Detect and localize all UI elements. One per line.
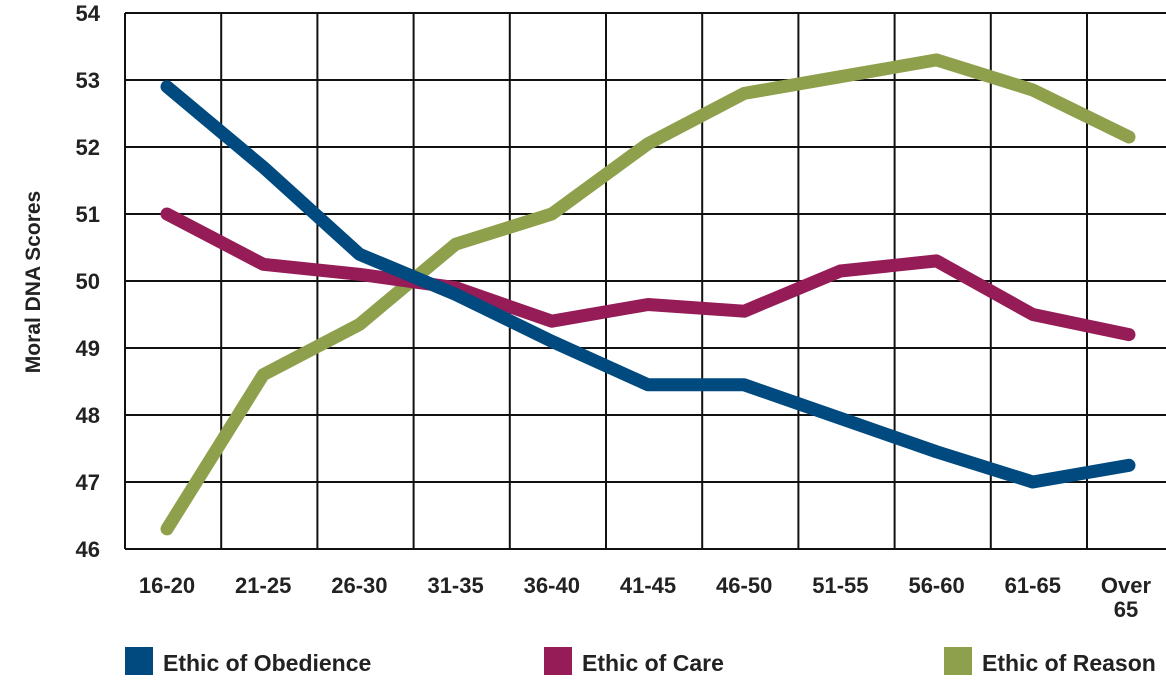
legend: Ethic of Obedience Ethic of Care Ethic of …	[125, 647, 1156, 676]
y-axis-label: Moral DNA Scores	[22, 191, 45, 373]
y-tick-label: 47	[76, 470, 100, 495]
y-tick-label: 52	[76, 135, 100, 160]
y-tick-label: 48	[76, 403, 100, 428]
x-axis-ticks: 16-20 21-25 26-30 31-35 36-40 41-45 46-50 51-55…	[139, 573, 1152, 622]
y-tick-label: 46	[76, 537, 100, 562]
legend-swatch	[125, 647, 153, 675]
legend-label: Ethic of Care	[582, 650, 724, 676]
y-tick-label: 50	[76, 269, 100, 294]
x-tick-label: 36-40	[524, 573, 580, 598]
y-tick-label: 54	[76, 1, 101, 26]
y-tick-label: 51	[76, 202, 100, 227]
x-tick-label: 46-50	[716, 573, 772, 598]
x-tick-label: 31-35	[427, 573, 483, 598]
x-tick-label: 26-30	[331, 573, 387, 598]
series-line-1	[160, 207, 1136, 342]
x-tick-label: 61-65	[1005, 573, 1061, 598]
legend-label: Ethic of Reason	[982, 650, 1156, 676]
legend-label: Ethic of Obedience	[163, 650, 371, 676]
series-line-0	[160, 80, 1136, 489]
x-tick-label: 56-60	[908, 573, 964, 598]
legend-swatch	[944, 647, 972, 675]
series-line-2	[160, 53, 1136, 536]
x-tick-label: 51-55	[812, 573, 868, 598]
x-tick-label: 21-25	[235, 573, 291, 598]
y-tick-label: 53	[76, 68, 100, 93]
y-tick-label: 49	[76, 336, 100, 361]
series-lines	[160, 53, 1136, 536]
x-tick-label: Over 65	[1101, 573, 1152, 622]
x-tick-label: 41-45	[620, 573, 676, 598]
x-tick-label: 16-20	[139, 573, 195, 598]
legend-swatch	[544, 647, 572, 675]
y-axis-ticks: 46 47 48 49 50 51 52 53 54	[76, 1, 101, 562]
